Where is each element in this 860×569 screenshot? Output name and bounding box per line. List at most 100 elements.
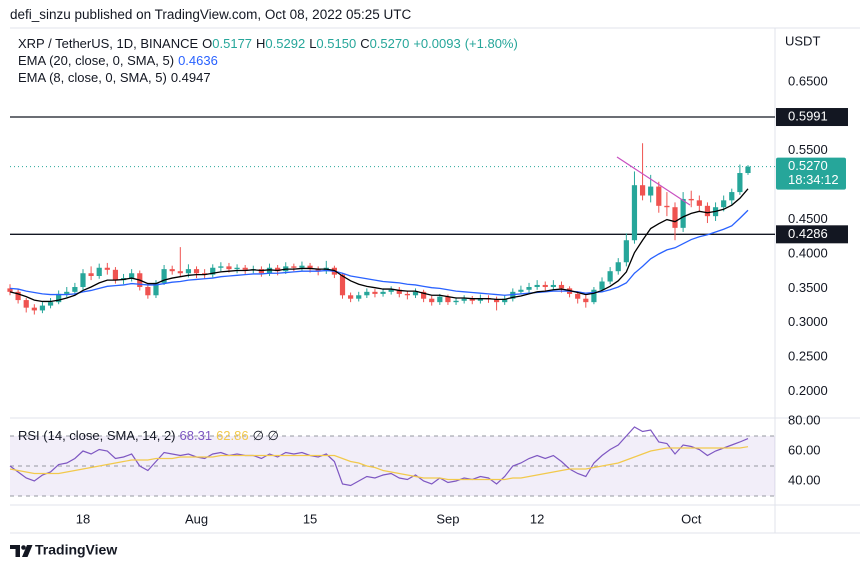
candle-body [129,273,135,279]
candle-body [72,287,78,292]
legend-ema20: EMA (20, close, 0, SMA, 5) 0.4636 [18,52,222,69]
candle-body [104,267,110,270]
legend-extra: ∅ ∅ [252,428,279,443]
legend-value: 0.5177 [212,36,253,51]
rsi-line [9,446,749,481]
legend-value: 68.31 [179,428,213,443]
candle-body [153,282,159,296]
candle-body [234,267,240,270]
legend-name: RSI (14, close, SMA, 14, 2) [18,428,176,443]
candle-body [348,295,354,299]
candle-body [404,293,410,296]
candle-body [242,267,248,270]
candle-body [64,291,70,294]
candle-body [291,266,297,268]
candle-body [648,186,654,196]
candle-body [510,291,516,299]
legend-value: 0.4636 [178,53,218,68]
candle-body [396,289,402,294]
candle-body [275,267,281,272]
x-tick-label: Oct [681,511,702,526]
ema-line [9,188,749,303]
candle-body [680,198,686,228]
legend-value: 62.86 [216,428,249,443]
y-tick-label: 0.4500 [788,211,828,226]
candle-body [380,291,386,294]
last-price-box [776,157,846,190]
candle-body [56,293,62,303]
price-level-box [776,225,848,244]
y-tick-label: 0.4000 [788,245,828,260]
legend-key: L [309,36,317,51]
candle-body [185,269,192,274]
candle-body [177,271,183,274]
candle-body [429,298,435,303]
rsi-band [10,436,775,496]
candle-body [266,267,273,274]
candle-body [493,299,500,303]
legend-value: 0.5292 [265,36,306,51]
footer-logo [10,545,33,557]
candle-body [615,262,621,272]
candle-body [145,287,151,296]
legend-value: 0.5270 [369,36,410,51]
rsi-tick-label: 80.00 [788,412,821,427]
candle-body [80,273,86,288]
legend-value: 0.4947 [170,70,211,85]
candle-body [412,291,419,296]
candle-body [672,207,678,228]
x-tick-label: Aug [185,511,208,526]
y-tick-label: 0.5500 [788,142,828,157]
ema-line [9,209,749,296]
candle-body [526,287,532,290]
candle-body [23,300,29,308]
candle-body [607,271,613,282]
candle-body [469,298,475,301]
y-tick-label: 0.2500 [788,349,828,364]
candle-body [15,291,21,301]
candle-body [696,200,702,206]
candle-body [664,205,670,208]
x-tick-label: 15 [303,511,317,526]
legend-ema8: EMA (8, close, 0, SMA, 5) 0.4947 [18,69,215,86]
candle-body [599,281,605,290]
candle-body [461,298,467,301]
legend-name: EMA (8, close, 0, SMA, 5) [18,70,167,85]
logo-part [22,545,33,557]
candle-body [364,291,370,296]
logo-part [21,545,26,550]
candle-body [729,192,735,201]
candle-body [421,291,427,299]
legend-key: H [256,36,266,51]
price-level-label: 0.5991 [788,108,828,123]
legend-key: O [202,36,213,51]
candle-body [721,200,727,208]
candle-body [745,166,751,174]
y-tick-label: 0.2000 [788,383,828,398]
candle-body [591,289,597,303]
candle-body [47,302,54,306]
candle-body [112,269,119,281]
candle-body [96,267,102,277]
legend-symbol: XRP / TetherUS, 1D, BINANCE [18,36,199,51]
candle-body [542,284,548,288]
candle-body [299,265,305,268]
candle-body [477,298,483,301]
y-tick-label: 0.3000 [788,314,828,329]
candle-body [31,307,37,311]
candle-body [161,269,167,283]
candle-body [639,185,646,196]
y-tick-label: 0.6500 [788,73,828,88]
legend-rsi: RSI (14, close, SMA, 14, 2) 68.31 62.86 ∅ ∅ [18,427,283,444]
rsi-tick-label: 60.00 [788,442,821,457]
legend-change-pct: (+1.80%) [464,36,518,51]
legend-main: XRP / TetherUS, 1D, BINANCE O0.5177 H0.529… [18,35,522,52]
candle-body [210,267,216,275]
candle-body [453,300,459,303]
candle-body [193,269,200,274]
price-level-box [776,108,848,127]
candle-body [631,185,638,241]
candle-body [339,274,346,296]
